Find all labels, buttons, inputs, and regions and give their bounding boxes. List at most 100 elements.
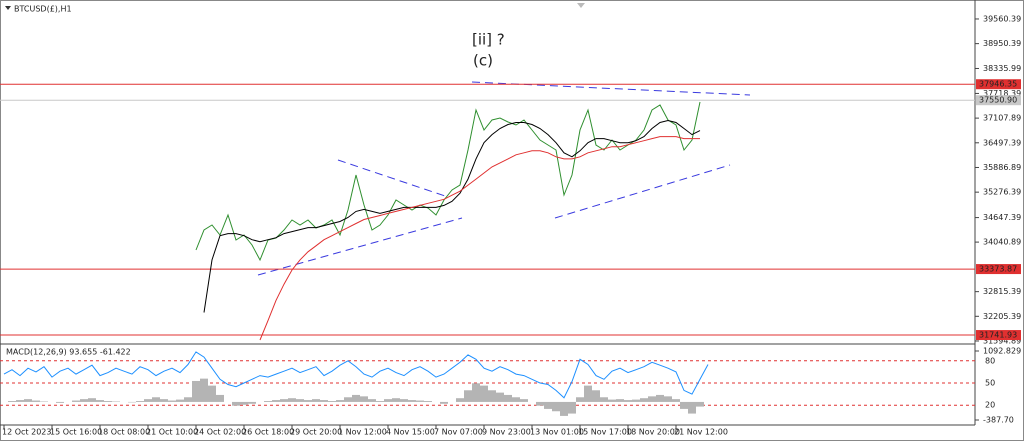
x-tick-label: 12 Oct 2023 [2, 428, 51, 437]
histogram-bar [416, 400, 424, 402]
histogram-bar [104, 400, 112, 402]
histogram-bar [552, 401, 560, 412]
histogram-bar [232, 401, 240, 406]
histogram-bar [576, 397, 584, 402]
histogram-bar [80, 399, 88, 402]
histogram-bar [560, 401, 568, 416]
histogram-bar [56, 401, 64, 403]
y-tick-label: 35886.89 [983, 163, 1021, 172]
x-tick-label: 15 Oct 16:00 [50, 428, 102, 437]
level-label-box [976, 264, 1021, 275]
histogram-bar [392, 398, 400, 402]
trendline [554, 164, 731, 219]
trendline [257, 217, 463, 276]
histogram-bar [32, 400, 40, 402]
histogram-bar [328, 400, 336, 402]
level-label: 31741.93 [979, 331, 1017, 340]
histogram-bar [192, 380, 200, 402]
y-tick-label: 32205.39 [983, 312, 1021, 321]
indicator-title: MACD(12,26,9) 93.655 -61.422 [6, 348, 131, 357]
x-tick-label: 9 Nov 23:00 [482, 428, 531, 437]
level-label: 33373.87 [979, 265, 1017, 274]
histogram-bar [376, 400, 384, 402]
histogram-bar [320, 400, 328, 402]
y-tick-label: 34647.39 [983, 213, 1021, 222]
histogram-bar [400, 399, 408, 402]
histogram-bar [384, 399, 392, 402]
histogram-bar [656, 394, 664, 402]
histogram-bar [184, 397, 192, 402]
histogram-bar [632, 399, 640, 402]
histogram-bar [272, 400, 280, 402]
histogram-bar [592, 390, 600, 402]
histogram-bar [664, 396, 672, 402]
series-line [3, 351, 709, 399]
scroll-arrow[interactable] [577, 3, 585, 8]
histogram-bar [144, 399, 152, 402]
histogram-bar [544, 401, 552, 409]
histogram-bar [696, 401, 704, 407]
histogram-bar [176, 399, 184, 402]
histogram-bar [160, 399, 168, 402]
series-line [195, 101, 701, 262]
histogram-bar [368, 399, 376, 402]
x-tick-label: 4 Nov 15:00 [386, 428, 435, 437]
y-tick-label: -387.70 [983, 416, 1014, 425]
annotation: [ii] ? [472, 31, 505, 49]
histogram-bar [16, 400, 24, 402]
histogram-bar [408, 400, 416, 402]
level-label: 37946.35 [979, 80, 1017, 89]
histogram-bar [24, 399, 32, 402]
histogram-bar [304, 400, 312, 402]
histogram-bar [504, 394, 512, 402]
series-line [203, 119, 701, 313]
histogram-bar [360, 396, 368, 402]
x-tick-label: 18 Oct 08:00 [98, 428, 150, 437]
x-tick-label: 29 Oct 20:00 [290, 428, 342, 437]
y2-tick-label: 20 [985, 401, 995, 410]
histogram-bar [200, 378, 208, 402]
histogram-bar [152, 397, 160, 402]
x-tick-label: 24 Oct 02:00 [194, 428, 246, 437]
x-tick-label: 18 Nov 20:00 [626, 428, 680, 437]
histogram-bar [264, 400, 272, 402]
histogram-bar [568, 401, 576, 414]
level-label-box [976, 79, 1021, 90]
histogram-bar [512, 397, 520, 402]
histogram-bar [424, 400, 432, 402]
histogram-bar [584, 385, 592, 402]
histogram-bar [608, 399, 616, 402]
x-tick-label: 1 Nov 12:00 [338, 428, 387, 437]
y-tick-label: 37718.39 [983, 89, 1021, 98]
x-tick-label: 26 Oct 18:00 [242, 428, 294, 437]
y-tick-label: 34040.89 [983, 238, 1021, 247]
histogram-bar [240, 401, 248, 405]
y2-tick-label: 80 [985, 356, 995, 365]
y-tick-label: 37107.89 [983, 114, 1021, 123]
y2-tick-label: 50 [985, 379, 995, 388]
histogram-bar [296, 399, 304, 402]
menu-triangle[interactable] [5, 6, 11, 10]
x-tick-label: 21 Oct 10:00 [146, 428, 198, 437]
y-tick-label: 39560.39 [983, 14, 1021, 23]
x-tick-label: 21 Nov 12:00 [674, 428, 728, 437]
x-tick-label: 13 Nov 01:00 [530, 428, 584, 437]
trendline [337, 159, 449, 198]
histogram-bar [680, 401, 688, 409]
histogram-bar [352, 394, 360, 402]
histogram-bar [8, 400, 16, 402]
level-label-box [976, 330, 1021, 341]
y-tick-label: 32815.39 [983, 287, 1021, 296]
x-tick-label: 7 Nov 07:00 [434, 428, 483, 437]
histogram-bar [312, 399, 320, 402]
histogram-bar [456, 398, 464, 402]
histogram-bar [640, 398, 648, 402]
histogram-bar [496, 392, 504, 402]
histogram-bar [96, 400, 104, 402]
level-label: 37550.90 [979, 96, 1017, 105]
histogram-bar [488, 390, 496, 402]
histogram-bar [464, 390, 472, 402]
histogram-bar [216, 394, 224, 402]
histogram-bar [168, 400, 176, 402]
